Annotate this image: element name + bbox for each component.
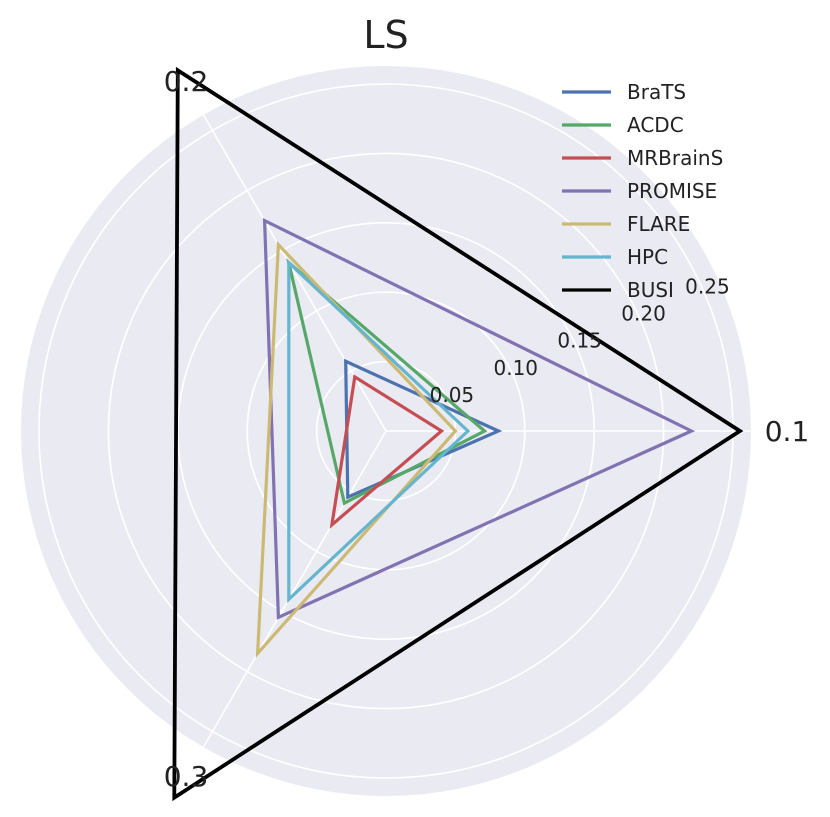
legend-label: ACDC (627, 113, 684, 137)
radial-tick-label: 0.10 (494, 356, 539, 380)
axis-labels: 0.1 0.2 0.3 (164, 65, 810, 793)
chart-title: LS (363, 13, 408, 57)
legend-label: PROMISE (627, 179, 717, 203)
legend-label: FLARE (627, 212, 690, 236)
axis-label: 0.3 (164, 760, 209, 793)
series-line-mrbrains (329, 374, 445, 529)
series-layer (172, 66, 744, 802)
radial-tick-label: 0.15 (557, 329, 602, 353)
tick-labels: 0.05 0.10 0.15 0.20 0.25 (430, 274, 730, 406)
legend-label: HPC (627, 245, 668, 269)
grid-spoke (202, 430, 387, 748)
radial-tick-label: 0.25 (685, 274, 730, 298)
legend-label: MRBrainS (627, 146, 723, 170)
legend-label: BraTS (627, 80, 686, 104)
series-line-promise (262, 217, 696, 620)
radial-tick-label: 0.05 (430, 383, 475, 407)
series-line-hpc (287, 259, 471, 603)
legend: BraTS ACDC MRBrainS PROMISE FLARE HPC BUSI (562, 80, 723, 302)
axis-label: 0.1 (765, 415, 810, 448)
axis-label: 0.2 (164, 65, 209, 98)
series-line-busi (172, 66, 744, 802)
series-line-acdc (286, 258, 488, 506)
radial-tick-label: 0.20 (621, 302, 666, 326)
legend-label: BUSI (627, 278, 674, 302)
